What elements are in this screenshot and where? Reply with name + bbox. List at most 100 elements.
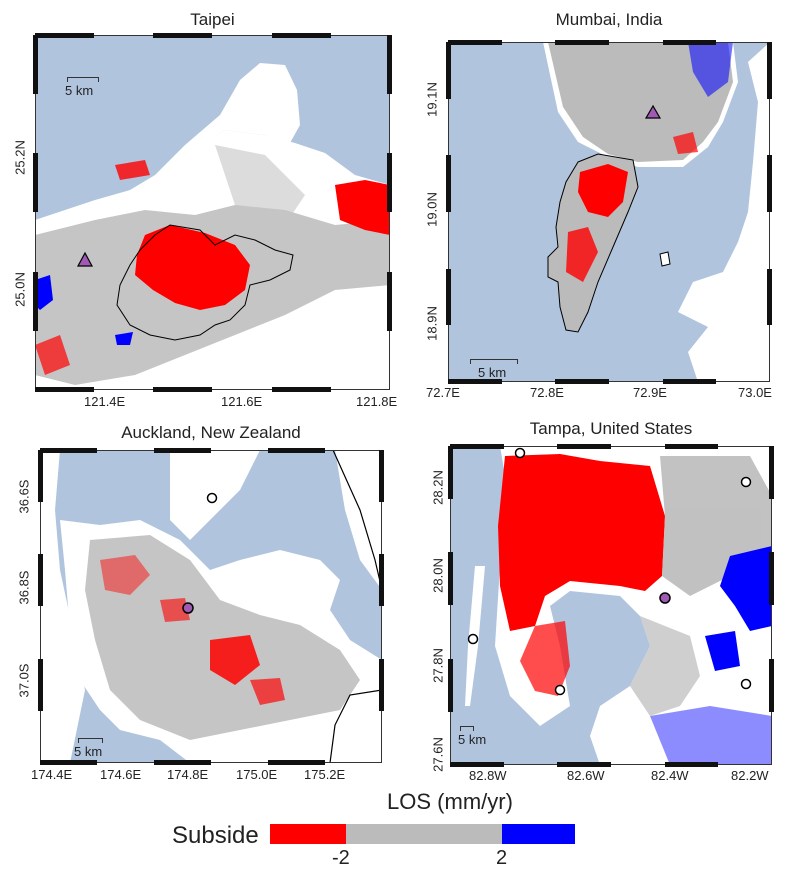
- frame-tick-0-top-4: [271, 33, 331, 38]
- auckland-land-east: [335, 450, 382, 590]
- taipei-ytick-1: 25.0N: [12, 272, 28, 307]
- mumbai-subsidence: [566, 132, 698, 282]
- frame-tick-3-bottom-4: [664, 762, 719, 767]
- frame-tick-0-right-4: [387, 271, 392, 331]
- tampa-title: Tampa, United States: [529, 419, 693, 438]
- frame-tick-3-right-4: [769, 658, 774, 712]
- mumbai-map-svg: [543, 42, 770, 382]
- tampa-map-svg: [465, 446, 772, 765]
- auckland-map-svg: [40, 450, 382, 763]
- frame-tick-2-bottom-2: [154, 760, 211, 765]
- auckland-stable-zone: [85, 535, 360, 740]
- taipei-xtick-0: 121.4E: [84, 394, 126, 409]
- frame-tick-1-left-0: [446, 42, 451, 99]
- taipei-map-svg: [35, 63, 390, 390]
- taipei-map[interactable]: 5 km: [35, 35, 390, 390]
- frame-tick-1-right-0: [767, 42, 772, 99]
- auckland-boundary-south: [329, 689, 382, 763]
- legend-title: LOS (mm/yr): [387, 789, 513, 814]
- taipei-xtick-2: 121.8E: [356, 394, 398, 409]
- tampa-gnss-circle-icon-3: [467, 633, 479, 645]
- frame-tick-0-right-0: [387, 35, 392, 95]
- mumbai-site-triangle-icon: [644, 104, 662, 119]
- colorbar-subside-segment: [270, 824, 346, 844]
- auckland-gnss-circle-icon: [206, 492, 218, 504]
- frame-tick-0-left-0: [33, 35, 38, 95]
- tampa-ytick-1: 28.0N: [430, 558, 446, 593]
- frame-tick-3-bottom-0: [450, 762, 504, 767]
- frame-tick-2-right-4: [379, 658, 384, 711]
- frame-tick-2-left-0: [38, 450, 43, 503]
- frame-tick-1-bottom-0: [448, 379, 502, 384]
- frame-tick-2-top-2: [154, 448, 211, 453]
- tampa-gnss-circle-icon-5: [740, 678, 752, 690]
- colorbar-tick-high: 2: [496, 847, 508, 869]
- frame-tick-0-left-4: [33, 271, 38, 331]
- mumbai-land-east: [678, 42, 770, 382]
- taipei-boundary: [116, 224, 294, 341]
- tampa-subsidence: [498, 454, 665, 696]
- frame-tick-2-right-2: [379, 554, 384, 607]
- frame-tick-1-bottom-4: [662, 379, 717, 384]
- colorbar-uplift-segment: [502, 824, 575, 844]
- taipei-ytick-0: 25.2N: [12, 140, 28, 175]
- mumbai-map[interactable]: 5 km: [448, 42, 770, 382]
- mumbai-stable-zone: [548, 42, 733, 162]
- frame-tick-1-left-2: [446, 155, 451, 212]
- auckland-ytick-2: 37.0S: [16, 663, 32, 698]
- mumbai-xtick-2: 72.9E: [633, 385, 667, 400]
- frame-tick-0-top-0: [35, 33, 95, 38]
- tampa-ytick-0: 28.2N: [430, 470, 446, 505]
- frame-tick-3-top-2: [557, 444, 611, 449]
- tampa-map[interactable]: 5 km: [450, 446, 772, 765]
- tampa-xtick-3: 82.2W: [731, 768, 769, 783]
- frame-tick-0-bottom-4: [271, 387, 331, 392]
- legend-subside-label: Subside: [172, 822, 259, 849]
- auckland-map[interactable]: 5 km: [40, 450, 382, 763]
- frame-tick-1-right-4: [767, 268, 772, 326]
- frame-tick-3-right-0: [769, 446, 774, 500]
- frame-tick-2-bottom-0: [40, 760, 97, 765]
- mumbai-ytick-2: 18.9N: [424, 306, 440, 341]
- mumbai-xtick-0: 72.7E: [426, 385, 460, 400]
- frame-tick-2-left-2: [38, 554, 43, 607]
- mumbai-ytick-1: 19.0N: [424, 192, 440, 227]
- frame-tick-3-left-2: [448, 552, 453, 606]
- frame-tick-0-left-2: [33, 153, 38, 213]
- tampa-site-circle-icon: [659, 592, 671, 604]
- colorbar-stable-segment: [346, 824, 502, 844]
- frame-tick-3-left-4: [448, 658, 453, 712]
- frame-tick-2-left-4: [38, 658, 43, 711]
- tampa-gnss-circle-icon-1: [514, 447, 526, 459]
- tampa-xtick-2: 82.4W: [651, 768, 689, 783]
- tampa-xtick-1: 82.6W: [567, 768, 605, 783]
- tampa-gnss-circle-icon-4: [554, 684, 566, 696]
- auckland-xtick-4: 175.2E: [304, 767, 346, 782]
- auckland-title: Auckland, New Zealand: [121, 423, 301, 442]
- auckland-xtick-1: 174.6E: [100, 767, 142, 782]
- frame-tick-0-bottom-0: [35, 387, 95, 392]
- mumbai-islet: [659, 251, 671, 267]
- auckland-xtick-3: 175.0E: [236, 767, 278, 782]
- frame-tick-3-bottom-2: [557, 762, 611, 767]
- auckland-ytick-1: 36.8S: [16, 570, 32, 605]
- taipei-subsidence: [35, 160, 390, 375]
- mumbai-uplift: [688, 42, 733, 97]
- mumbai-title: Mumbai, India: [555, 10, 663, 29]
- taipei-title: Taipei: [190, 10, 235, 29]
- taipei-uplift: [35, 275, 133, 345]
- auckland-land-west: [40, 450, 85, 763]
- tampa-gnss-circle-icon-2: [740, 476, 752, 488]
- frame-tick-3-top-4: [664, 444, 719, 449]
- auckland-boundary: [332, 450, 382, 591]
- tampa-uplift: [650, 546, 772, 765]
- auckland-ytick-0: 36.6S: [16, 479, 32, 514]
- frame-tick-2-bottom-4: [268, 760, 325, 765]
- auckland-subsidence: [100, 555, 285, 705]
- taipei-cape: [155, 63, 300, 175]
- frame-tick-1-top-2: [555, 40, 609, 45]
- frame-tick-1-top-0: [448, 40, 502, 45]
- frame-tick-1-left-4: [446, 268, 451, 326]
- frame-tick-3-right-2: [769, 552, 774, 606]
- frame-tick-3-left-0: [448, 446, 453, 500]
